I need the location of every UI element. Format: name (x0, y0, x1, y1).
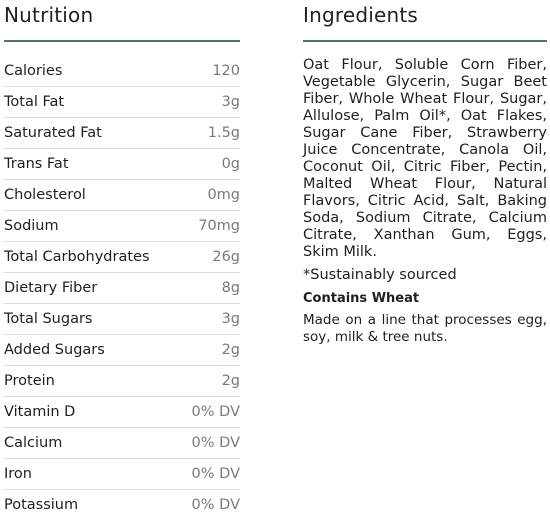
nutrition-value: 0% DV (191, 435, 240, 451)
nutrition-label: Calcium (4, 435, 63, 451)
nutrition-row: Total Carbohydrates 26g (4, 242, 240, 273)
nutrition-value: 70mg (198, 218, 240, 234)
nutrition-row: Total Fat 3g (4, 87, 240, 118)
nutrition-label: Added Sugars (4, 342, 105, 358)
nutrition-value: 2g (221, 373, 240, 389)
nutrition-row: Cholesterol 0mg (4, 180, 240, 211)
nutrition-label: Trans Fat (4, 156, 69, 172)
ingredients-panel: Ingredients Oat Flour, Soluble Corn Fibe… (303, 0, 547, 346)
ingredients-title-rule (303, 40, 547, 42)
nutrition-label: Potassium (4, 497, 79, 513)
nutrition-value: 0% DV (191, 404, 240, 420)
nutrition-label: Total Carbohydrates (4, 249, 150, 265)
nutrition-value: 2g (221, 342, 240, 358)
nutrition-row: Calcium 0% DV (4, 428, 240, 459)
nutrition-value: 1.5g (207, 125, 240, 141)
nutrition-row: Saturated Fat 1.5g (4, 118, 240, 149)
nutrition-value: 3g (221, 311, 240, 327)
nutrition-label: Sodium (4, 218, 59, 234)
nutrition-label: Vitamin D (4, 404, 76, 420)
nutrition-row: Total Sugars 3g (4, 304, 240, 335)
nutrition-label: Cholesterol (4, 187, 86, 203)
nutrition-row: Trans Fat 0g (4, 149, 240, 180)
sustainability-note: *Sustainably sourced (303, 267, 457, 283)
nutrition-label: Iron (4, 466, 32, 482)
nutrition-label: Calories (4, 63, 63, 79)
nutrition-row: Protein 2g (4, 366, 240, 397)
nutrition-row: Dietary Fiber 8g (4, 273, 240, 304)
nutrition-label: Total Sugars (4, 311, 93, 327)
nutrition-row: Sodium 70mg (4, 211, 240, 242)
nutrition-label: Total Fat (4, 94, 65, 110)
nutrition-row: Vitamin D 0% DV (4, 397, 240, 428)
ingredients-text: Oat Flour, Soluble Corn Fiber, Vegetable… (303, 57, 547, 260)
processing-statement: Made on a line that processes egg, soy, … (303, 312, 547, 345)
nutrition-label: Protein (4, 373, 55, 389)
nutrition-label: Dietary Fiber (4, 280, 98, 296)
nutrition-value: 26g (212, 249, 240, 265)
ingredients-title: Ingredients (303, 3, 419, 27)
nutrition-row: Added Sugars 2g (4, 335, 240, 366)
nutrition-title: Nutrition (4, 3, 94, 27)
nutrition-panel: Nutrition Calories 120 Total Fat 3g Saturate… (4, 0, 240, 520)
nutrition-value: 0% DV (191, 497, 240, 513)
nutrition-row: Potassium 0% DV (4, 490, 240, 520)
nutrition-row: Calories 120 (4, 56, 240, 87)
nutrition-value: 120 (212, 63, 240, 79)
allergen-statement: Contains Wheat (303, 291, 420, 306)
nutrition-value: 8g (221, 280, 240, 296)
nutrition-value: 0mg (207, 187, 240, 203)
nutrition-value: 0g (221, 156, 240, 172)
nutrition-value: 3g (221, 94, 240, 110)
nutrition-row: Iron 0% DV (4, 459, 240, 490)
nutrition-title-rule (4, 40, 240, 42)
nutrition-list: Calories 120 Total Fat 3g Saturated Fat 1.5g T… (4, 56, 240, 520)
nutrition-value: 0% DV (191, 466, 240, 482)
nutrition-label: Saturated Fat (4, 125, 102, 141)
